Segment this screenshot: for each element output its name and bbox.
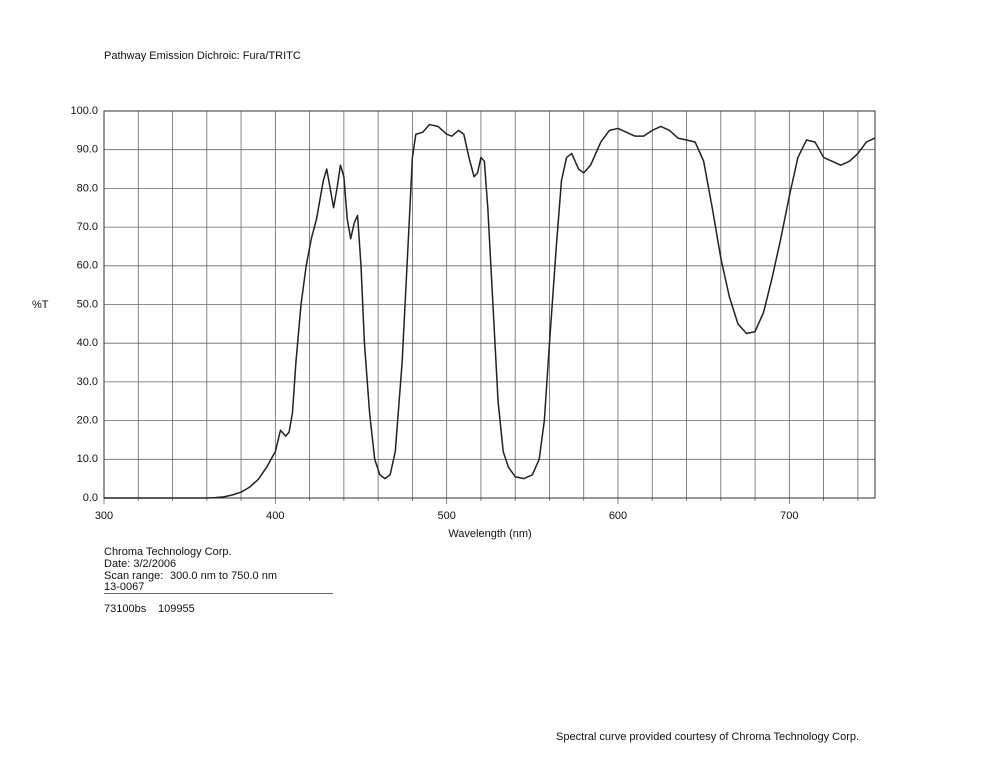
y-tick-label: 100.0 [70,105,98,117]
x-axis-label: Wavelength (nm) [448,528,531,540]
x-tick-label: 500 [437,510,455,522]
plot-frame [103,110,876,499]
y-tick-label: 60.0 [77,260,98,272]
courtesy: Spectral curve provided courtesy of Chro… [556,731,859,743]
x-tick-label: 400 [266,510,284,522]
serial: 109955 [158,603,195,615]
chart-title: Pathway Emission Dichroic: Fura/TRITC [104,50,301,62]
y-tick-label: 10.0 [77,453,98,465]
part-number: 13-0067 [104,581,144,593]
date: Date: 3/2/2006 [104,558,176,570]
company: Chroma Technology Corp. [104,546,232,558]
y-tick-label: 20.0 [77,415,98,427]
y-tick-label: 70.0 [77,221,98,233]
y-tick-label: 80.0 [77,182,98,194]
transmission-curve [104,123,876,499]
scan-range-label: Scan range: [104,570,163,582]
x-tick-label: 600 [609,510,627,522]
lot: 73100bs [104,603,147,615]
scan-range: 300.0 nm to 750.0 nm [170,570,277,582]
y-axis-label: %T [32,299,49,311]
y-tick-label: 50.0 [77,298,98,310]
y-tick-label: 40.0 [77,337,98,349]
y-tick-label: 0.0 [83,492,98,504]
y-tick-label: 30.0 [77,376,98,388]
y-tick-label: 90.0 [77,144,98,156]
x-tick-label: 700 [780,510,798,522]
x-tick-label: 300 [95,510,113,522]
